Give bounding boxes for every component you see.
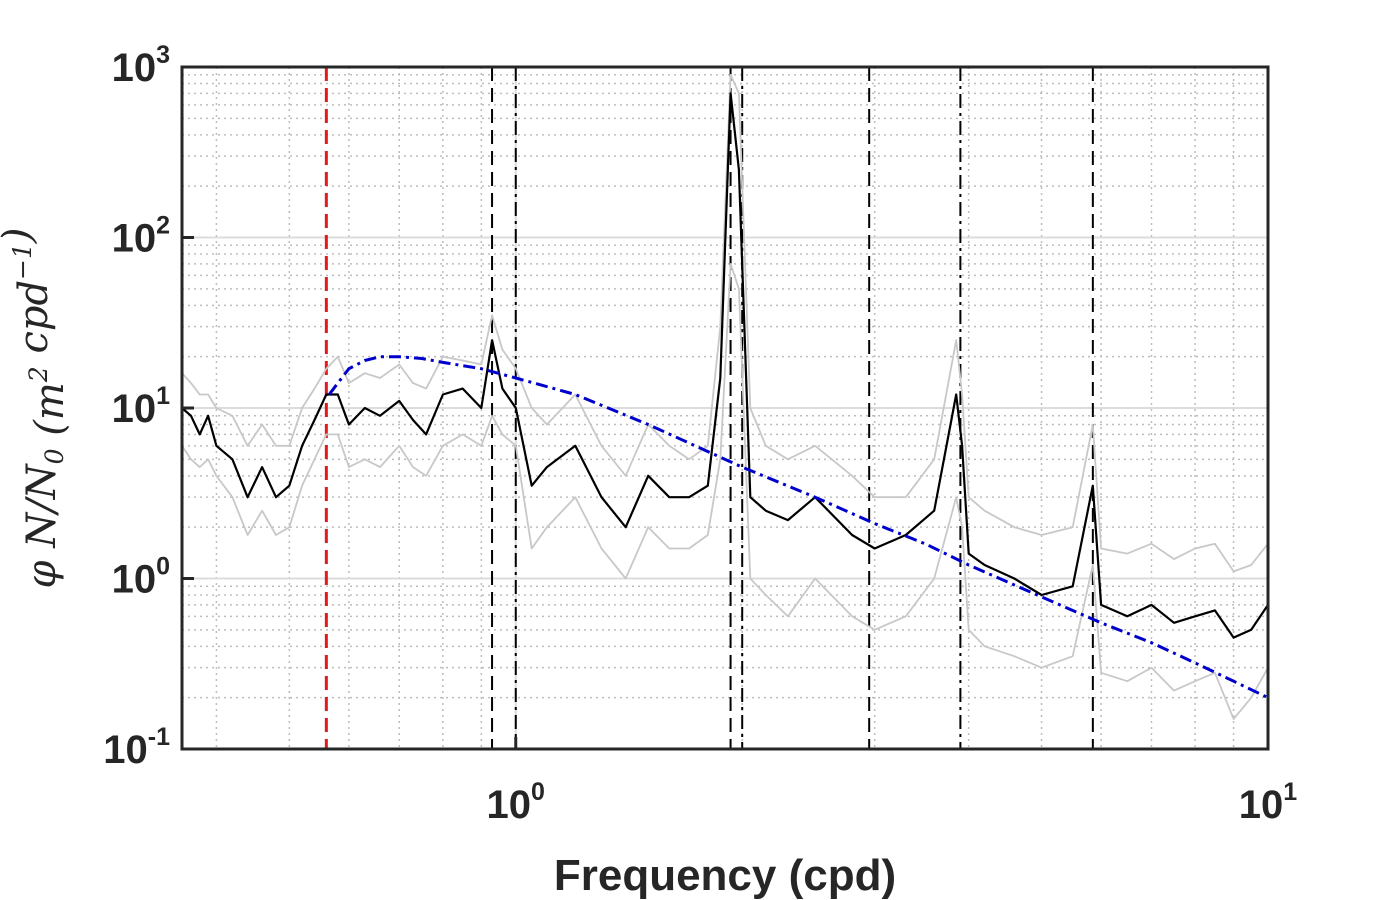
grid — [182, 66, 1268, 750]
axis-ticks: 100 101 10-1 100 101 102 103 — [103, 41, 1297, 827]
x-tick-label: 101 — [1239, 778, 1298, 827]
y-tick-label: 103 — [112, 41, 170, 90]
y-axis-label: φ N/N0 (m2 cpd−1) — [0, 227, 73, 588]
y-tick-label: 10-1 — [103, 723, 170, 772]
model-fit-line — [328, 355, 1269, 700]
x-tick-label: 100 — [487, 778, 545, 827]
x-axis-label: Frequency (cpd) — [554, 851, 896, 900]
y-tick-label: 102 — [112, 212, 170, 261]
y-tick-label: 100 — [112, 553, 170, 602]
series-lines — [181, 73, 1269, 720]
lower-bound-line — [181, 262, 1269, 720]
spectrum-line — [181, 92, 1269, 639]
y-tick-label: 101 — [112, 382, 171, 431]
